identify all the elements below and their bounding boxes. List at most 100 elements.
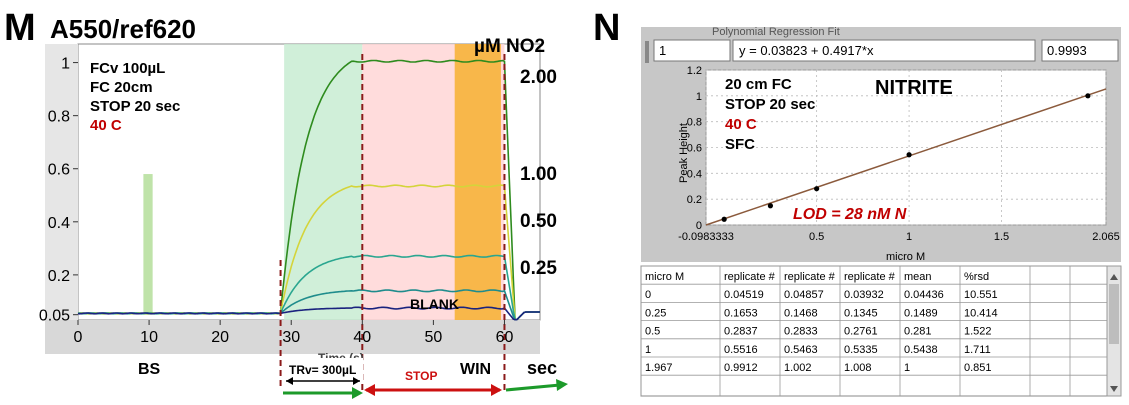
n-equation-field[interactable]: [732, 39, 1036, 62]
panel-n: N Polynomial Regression Fit 1 y = 0.0382…: [593, 7, 1122, 397]
n-table-cell[interactable]: 10.414: [964, 307, 998, 319]
n-table-cell[interactable]: 0.1653: [724, 307, 758, 319]
panel-m-letter: M: [4, 7, 36, 49]
n-table-cell[interactable]: 0.2837: [724, 326, 758, 338]
n-table-cell[interactable]: 0.5516: [724, 344, 758, 356]
m-y-tick-label: 1: [61, 56, 70, 73]
n-table-cell[interactable]: 0.1345: [844, 307, 878, 319]
n-x-tick-label: -0.0983333: [678, 231, 734, 243]
m-unit-label: µM NO2: [474, 36, 545, 57]
n-grid: [705, 69, 1107, 226]
n-spin-control[interactable]: [645, 41, 649, 63]
n-equation-value: y = 0.03823 + 0.4917*x: [739, 43, 874, 58]
n-table-cell[interactable]: 0.25: [645, 307, 666, 319]
n-table-cell[interactable]: 0.5335: [844, 344, 878, 356]
n-x-tick-label: 0.5: [809, 231, 824, 243]
m-trv-arrow-left: [286, 377, 293, 385]
n-table-cell[interactable]: 1.002: [784, 362, 812, 374]
n-y-tick-label: 1.2: [687, 65, 702, 77]
n-scroll-down-icon[interactable]: [1110, 386, 1118, 392]
n-table-cell[interactable]: 1.967: [645, 362, 673, 374]
n-table-cell[interactable]: 0.04857: [784, 289, 824, 301]
n-x-tick-label: 2.065: [1092, 231, 1120, 243]
n-table-header: mean: [904, 271, 932, 283]
m-stop-arrow-left: [364, 384, 375, 396]
m-x-tick-label: 0: [74, 329, 83, 346]
m-x-tick-label: 40: [353, 329, 371, 346]
m-x-strip: [45, 320, 540, 354]
m-condition-3: 40 C: [90, 117, 122, 134]
n-condition-2: 40 C: [725, 116, 757, 133]
n-table-cell[interactable]: 1.711: [964, 344, 991, 356]
n-condition-3: SFC: [725, 136, 755, 153]
n-scroll-up-icon[interactable]: [1110, 274, 1118, 280]
n-table-cell[interactable]: 1: [904, 362, 910, 374]
n-fit-line: [705, 88, 1107, 226]
n-table-cell[interactable]: 0.03932: [844, 289, 884, 301]
n-table-header: replicate #: [844, 271, 896, 283]
n-table-cell[interactable]: 0.5: [645, 326, 660, 338]
n-table-cell[interactable]: 10.551: [964, 289, 998, 301]
n-r-field[interactable]: [1041, 39, 1119, 62]
m-x-ticks: 0 10 20 30 40 50 60: [74, 320, 513, 346]
n-point-3: [906, 152, 912, 158]
m-green-arrow-2-head: [556, 379, 568, 391]
n-table-cell[interactable]: 0.04519: [724, 289, 764, 301]
n-point-0: [721, 216, 727, 222]
m-green-arrow-2-line: [505, 383, 561, 392]
n-y-tick-label: 0.6: [687, 143, 702, 155]
m-y-strip: [45, 44, 78, 320]
m-y-tick-label: 0.8: [48, 109, 70, 126]
m-region-bs: [143, 174, 153, 315]
m-conc-label-05: 0.50: [520, 211, 557, 232]
m-x-tick-label: 20: [211, 329, 229, 346]
n-table-cell[interactable]: 0.2833: [784, 326, 818, 338]
m-trv-box: [283, 358, 363, 380]
n-condition-0: 20 cm FC: [725, 76, 792, 93]
n-table-cell[interactable]: 1.522: [964, 326, 992, 338]
m-blank-label: BLANK: [410, 296, 459, 312]
n-table-header: %rsd: [964, 271, 989, 283]
n-table-cell[interactable]: 0: [645, 289, 651, 301]
n-order-field[interactable]: [653, 39, 731, 62]
n-table-cell[interactable]: 0.281: [904, 326, 932, 338]
n-table-scroll-thumb[interactable]: [1109, 284, 1119, 344]
n-y-tick-label: 0: [696, 220, 702, 232]
n-point-2: [814, 186, 820, 192]
n-table-cell[interactable]: 0.5438: [904, 344, 938, 356]
panel-m: M A550/ref620 1 0.8 0.6 0.4 0.2 0.05 0 10 20 30 4…: [4, 7, 568, 399]
m-stop-label: STOP: [405, 369, 437, 383]
m-condition-2: STOP 20 sec: [90, 98, 180, 115]
m-y-tick-label: 0.2: [48, 268, 70, 285]
n-table-cell[interactable]: 0.04436: [904, 289, 944, 301]
m-y-tick-label: 0.4: [48, 215, 70, 232]
n-lod-label: LOD = 28 nM N: [793, 206, 907, 223]
n-condition-1: STOP 20 sec: [725, 96, 815, 113]
n-table: [640, 265, 1122, 397]
n-y-tick-label: 0.2: [687, 194, 702, 206]
m-sec-label: sec: [527, 358, 557, 378]
n-table-cell[interactable]: 0.1489: [904, 307, 938, 319]
n-table-cell[interactable]: 0.5463: [784, 344, 818, 356]
n-header-cut: Polynomial Regression Fit: [712, 26, 840, 38]
m-win-label: WIN: [460, 361, 491, 378]
n-table-cell[interactable]: 0.9912: [724, 362, 758, 374]
n-table-grid: [640, 265, 1108, 396]
m-x-tick-label: 30: [282, 329, 300, 346]
m-green-arrow-1-head: [352, 387, 363, 399]
m-region-win: [454, 44, 501, 320]
n-table-cell[interactable]: 1.008: [844, 362, 872, 374]
n-table-cell[interactable]: 1: [645, 344, 651, 356]
n-y-axis-label: Peak Height: [678, 123, 690, 183]
n-y-tick-label: 1: [696, 91, 702, 103]
m-region-tr: [284, 44, 363, 320]
m-dashed-lines: [279, 54, 506, 390]
n-table-cell[interactable]: 0.1468: [784, 307, 818, 319]
panel-m-title: A550/ref620: [50, 14, 196, 44]
m-condition-1: FC 20cm: [90, 79, 153, 96]
n-table-header: micro M: [645, 271, 684, 283]
n-x-ticks: -0.0983333 0.5 1 1.5 2.065: [678, 231, 1120, 243]
n-point-1: [767, 203, 774, 209]
n-table-cell[interactable]: 0.851: [964, 362, 992, 374]
n-table-cell[interactable]: 0.2761: [844, 326, 878, 338]
